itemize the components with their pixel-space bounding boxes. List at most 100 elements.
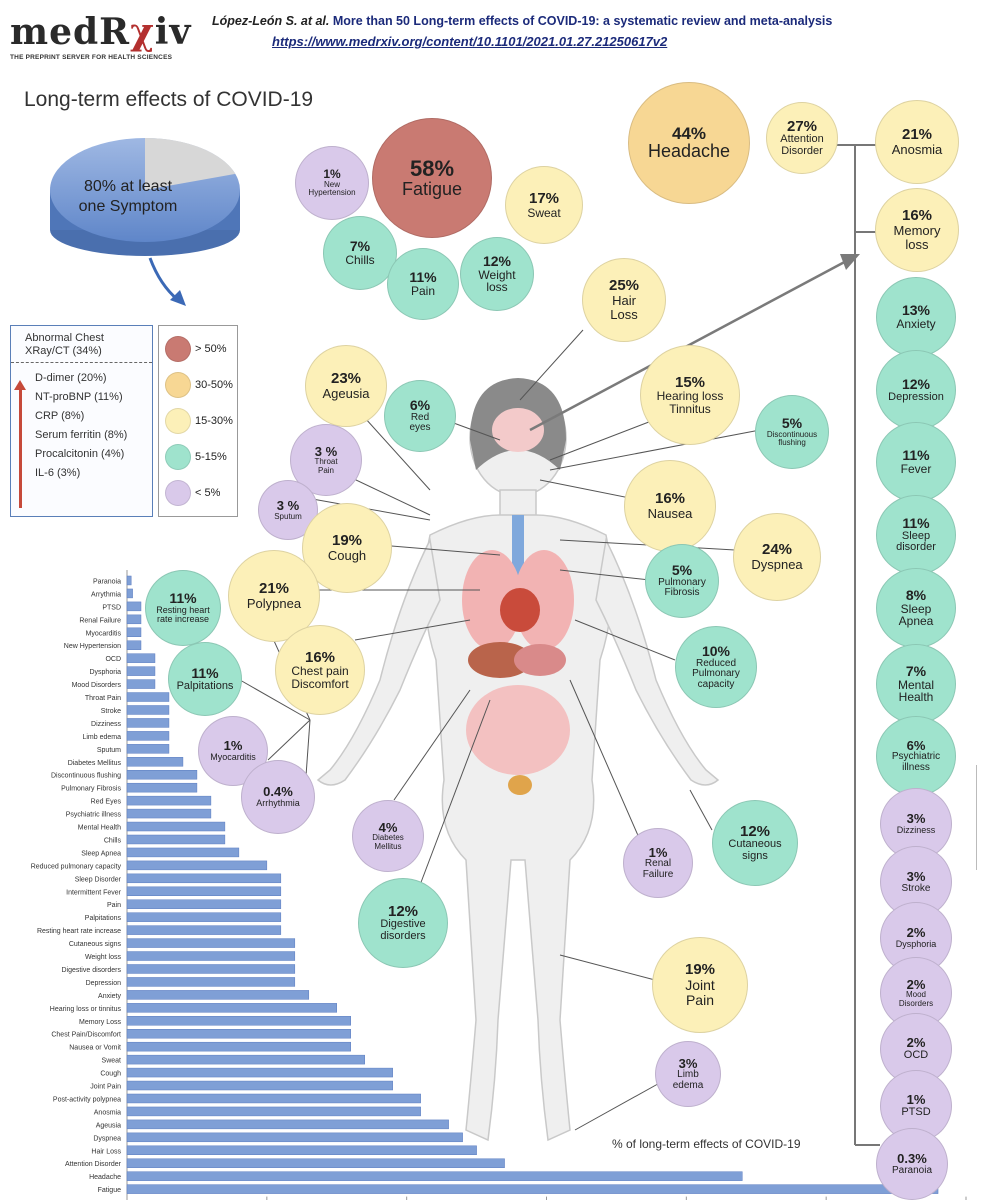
- bar: [126, 1171, 743, 1181]
- connector-line: [364, 417, 431, 491]
- bar-category-label: Chills: [104, 837, 122, 844]
- bar-category-label: Intermittent Fever: [66, 889, 122, 896]
- logo-tagline: THE PREPRINT SERVER FOR HEALTH SCIENCES: [10, 54, 173, 61]
- connector-line: [304, 719, 311, 791]
- bar-category-label: Red Eyes: [91, 799, 122, 806]
- scale-swatch: [165, 408, 191, 434]
- bar-category-label: Dysphoria: [89, 669, 121, 676]
- bar: [126, 808, 212, 819]
- bar-category-label: Headache: [89, 1174, 121, 1181]
- citation: López-León S. at al. More than 50 Long-t…: [212, 14, 982, 49]
- scale-label: < 5%: [195, 487, 221, 499]
- bar: [126, 1184, 939, 1194]
- bar: [126, 640, 142, 650]
- bar: [126, 925, 282, 935]
- bar: [126, 705, 170, 715]
- connector-line: [379, 544, 501, 556]
- bar-category-label: Ageusia: [96, 1122, 121, 1129]
- scale-label: > 50%: [195, 343, 227, 355]
- bar: [126, 977, 296, 987]
- connector-line: [559, 954, 656, 981]
- connector-line: [289, 494, 431, 521]
- bar-category-label: Pain: [107, 902, 121, 909]
- brain-arrow: [529, 256, 853, 432]
- legend-arrow: [14, 380, 26, 508]
- page-title: Long-term effects of COVID-19: [24, 88, 314, 111]
- legend-item: Procalcitonin (4%): [35, 448, 125, 461]
- bar: [126, 1003, 337, 1013]
- connector-line: [549, 429, 761, 471]
- bar-category-label: PTSD: [102, 604, 121, 611]
- legend-item: D-dimer (20%): [35, 372, 107, 385]
- legend-item: IL-6 (3%): [35, 467, 81, 480]
- bar: [126, 744, 170, 754]
- biomarker-legend: Abnormal Chest XRay/CT (34%) D-dimer (20…: [10, 325, 153, 517]
- bar-category-label: Limb edema: [82, 734, 121, 741]
- bar: [126, 1080, 393, 1091]
- legend-items: D-dimer (20%) NT-proBNP (11%) CRP (8%) Seru…: [11, 363, 152, 483]
- bar-category-label: Resting heart rate increase: [37, 928, 121, 935]
- bar: [126, 873, 282, 884]
- bar-category-label: Nausea or Vomit: [69, 1045, 121, 1052]
- citation-author: López-León S. at al.: [212, 14, 330, 28]
- bar-category-label: Sweat: [102, 1058, 122, 1065]
- pie-arrow: [148, 257, 179, 302]
- bar-category-label: Dizziness: [91, 721, 121, 728]
- bar: [126, 899, 282, 909]
- scale-label: 30-50%: [195, 379, 233, 391]
- legend-top-item: Abnormal Chest XRay/CT (34%): [11, 326, 152, 364]
- bar-category-label: New Hypertension: [64, 643, 121, 650]
- bar: [126, 1029, 351, 1039]
- bar: [126, 860, 268, 871]
- bar-category-label: Joint Pain: [90, 1084, 121, 1091]
- bar: [126, 1119, 449, 1130]
- bar: [126, 575, 132, 586]
- bar: [126, 1145, 477, 1156]
- bar: [126, 692, 170, 702]
- bar-category-label: Hair Loss: [91, 1148, 121, 1155]
- bar: [126, 718, 170, 728]
- bar-category-label: Chest Pain/Discomfort: [51, 1032, 121, 1039]
- pie-arrow-head: [170, 290, 186, 306]
- bar-category-label: Psychiatric illness: [66, 812, 122, 819]
- citation-url[interactable]: https://www.medrxiv.org/content/10.1101/…: [272, 34, 668, 49]
- scale-label: 15-30%: [195, 415, 233, 427]
- bar: [126, 1093, 421, 1104]
- scale-row: > 50%: [165, 336, 227, 362]
- bar: [126, 770, 198, 780]
- bar: [126, 1054, 365, 1065]
- scale-swatch: [165, 336, 191, 362]
- scale-swatch: [165, 480, 191, 506]
- bar: [126, 782, 198, 793]
- bar-category-label: Anosmia: [94, 1109, 121, 1116]
- scale-label: 5-15%: [195, 451, 227, 463]
- organs: [462, 408, 574, 795]
- legend-item: NT-proBNP (11%): [35, 391, 123, 404]
- bar-category-label: Renal Failure: [79, 617, 121, 624]
- scale-row: 15-30%: [165, 408, 233, 434]
- citation-title: More than 50 Long-term effects of COVID-…: [332, 14, 833, 28]
- connector-line: [539, 479, 641, 501]
- bar: [126, 757, 184, 767]
- connector-line: [574, 619, 676, 661]
- color-scale-legend: > 50% 30-50% 15-30% 5-15% < 5%: [158, 325, 238, 517]
- bar: [126, 666, 156, 676]
- connector-line: [419, 699, 491, 886]
- edge-divider: [976, 765, 977, 870]
- pie-label: 80% at least one Symptom: [78, 178, 178, 215]
- bar-category-label: Fatigue: [98, 1187, 121, 1194]
- connector-line: [354, 619, 471, 641]
- logo-wordmark: medRχiv: [10, 11, 192, 53]
- bar: [126, 990, 310, 1000]
- bar-category-label: Dyspnea: [93, 1135, 121, 1142]
- connector-line: [267, 719, 311, 761]
- bar: [126, 912, 282, 922]
- bar-category-label: Sleep Apnea: [81, 850, 121, 857]
- bar-category-label: Pulmonary Fibrosis: [61, 786, 121, 793]
- bar-category-label: Digestive disorders: [61, 967, 121, 974]
- bar-category-label: Throat Pain: [85, 695, 121, 702]
- pie-slice-rest: [145, 138, 236, 190]
- connector-line: [239, 679, 311, 721]
- connector-line: [334, 469, 431, 516]
